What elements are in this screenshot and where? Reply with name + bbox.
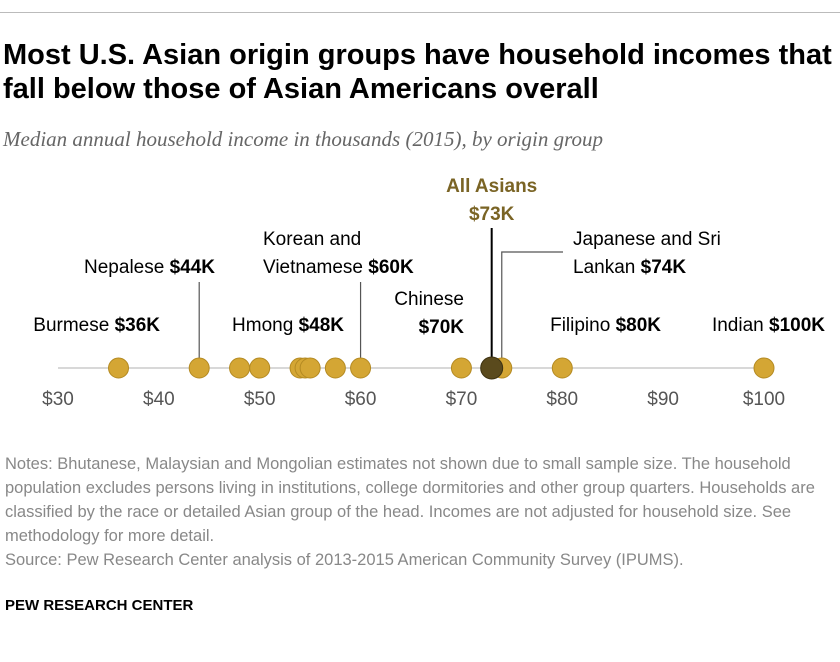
category-label: Burmese <box>33 315 110 336</box>
x-tick-label: $90 <box>647 389 679 410</box>
point-label: Chinese $70K <box>384 286 464 342</box>
highlight-name: All Asians <box>446 176 538 197</box>
dot <box>108 357 130 379</box>
footer: PEW RESEARCH CENTER <box>5 597 194 614</box>
value-label: $74K <box>640 257 687 278</box>
category-label: Nepalese <box>84 257 165 278</box>
leader-line <box>501 251 563 358</box>
dot <box>299 357 321 379</box>
x-tick-label: $80 <box>546 389 578 410</box>
highlight-label: All Asians $73K <box>437 173 547 229</box>
x-tick-label: $50 <box>244 389 276 410</box>
category-label: Chinese <box>394 289 464 310</box>
chart-subtitle: Median annual household income in thousa… <box>3 127 604 151</box>
point-label: Filipino $80K <box>550 312 661 340</box>
value-label: $44K <box>169 257 215 278</box>
x-tick-label: $60 <box>345 389 377 410</box>
highlight-value: $73K <box>468 204 515 225</box>
category-label: Filipino <box>550 315 611 336</box>
highlight-dot <box>480 356 504 380</box>
point-label: Japanese and Sri Lankan $74K <box>573 226 738 282</box>
dot <box>188 357 210 379</box>
dot <box>350 357 372 379</box>
chart-title: Most U.S. Asian origin groups have house… <box>3 39 832 105</box>
category-label: Hmong <box>232 315 294 336</box>
dot <box>551 357 573 379</box>
value-label: $60K <box>368 257 414 278</box>
category-label: Indian <box>711 315 764 336</box>
value-label: $70K <box>418 317 464 338</box>
point-label: Nepalese $44K <box>84 254 215 282</box>
x-tick-label: $70 <box>446 389 478 410</box>
notes: Notes: Bhutanese, Malaysian and Mongolia… <box>5 452 835 572</box>
point-label: Korean and Vietnamese $60K <box>263 226 458 282</box>
x-tick-label: $30 <box>42 389 74 410</box>
value-label: $36K <box>114 315 160 336</box>
point-label: Indian $100K <box>712 312 825 340</box>
value-label: $100K <box>769 315 825 336</box>
dot <box>450 357 472 379</box>
x-tick-label: $40 <box>143 389 175 410</box>
point-label: Hmong $48K <box>232 312 344 340</box>
point-label: Burmese $36K <box>33 312 160 340</box>
dot <box>229 357 251 379</box>
dot <box>324 357 346 379</box>
value-label: $48K <box>298 315 344 336</box>
chart: $30 $40 $50 $60 $70 $80 $90 $100 <box>42 228 785 410</box>
x-tick-label: $100 <box>743 389 785 410</box>
dot <box>249 357 271 379</box>
category-label: Japanese and Sri Lankan <box>573 229 721 278</box>
category-label: Korean and Vietnamese <box>263 229 363 278</box>
value-label: $80K <box>615 315 661 336</box>
dot <box>753 357 775 379</box>
top-rule <box>0 12 840 13</box>
source-text: Source: Pew Research Center analysis of … <box>5 551 684 569</box>
notes-text: Notes: Bhutanese, Malaysian and Mongolia… <box>5 455 815 545</box>
